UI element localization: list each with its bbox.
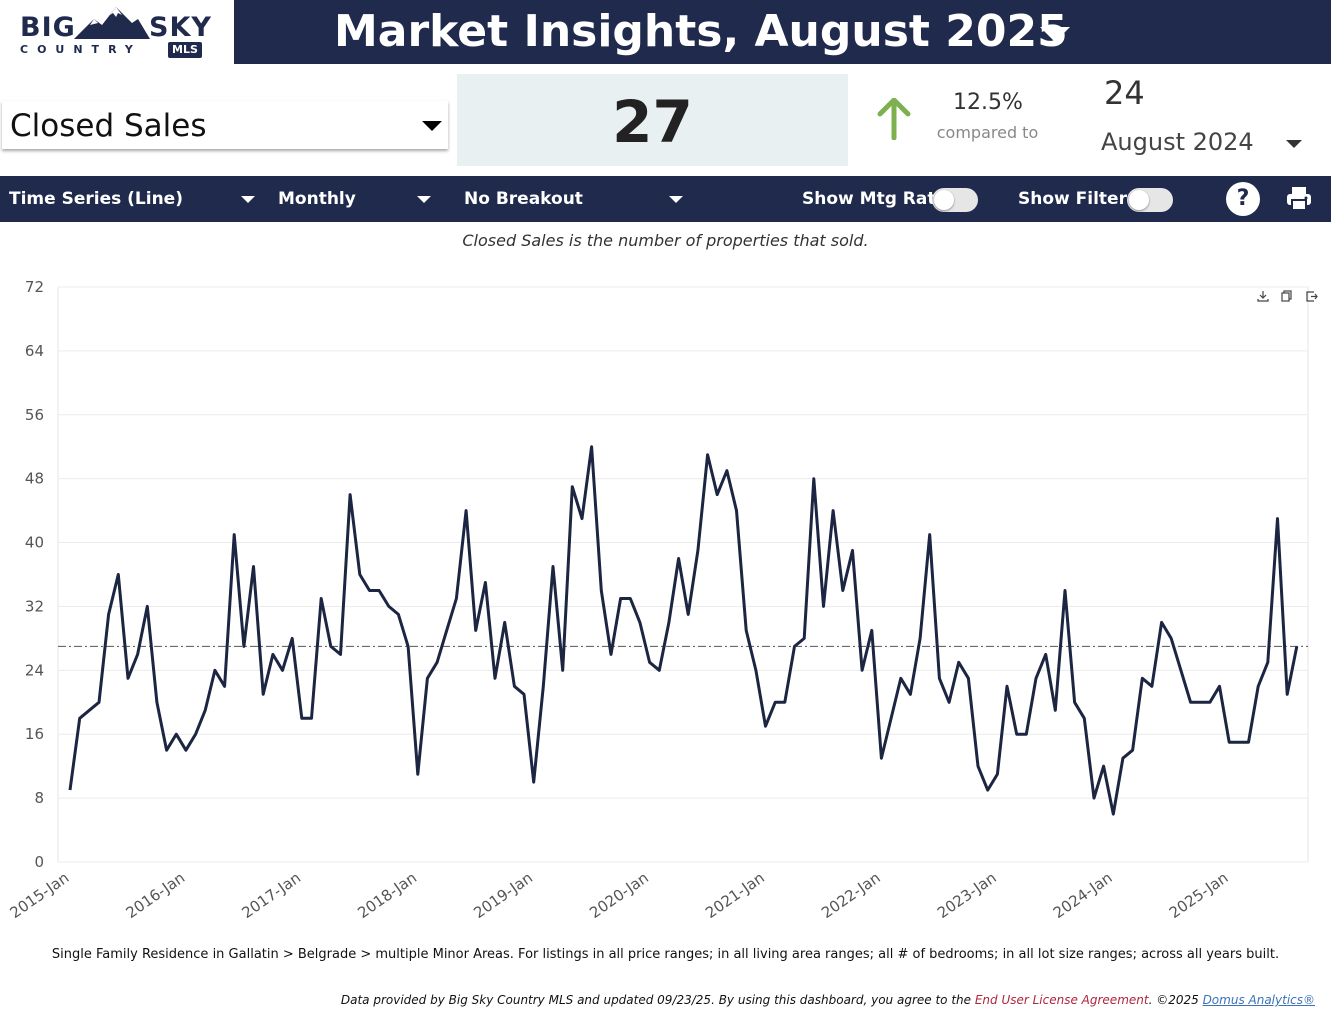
logo-word-sky: SKY: [149, 12, 212, 43]
x-tick-label: 2024-Jan: [1050, 869, 1116, 922]
domus-analytics-link[interactable]: Domus Analytics®: [1202, 993, 1315, 1007]
footer-text-2: . ©2025: [1148, 993, 1203, 1007]
mtg-rate-toggle[interactable]: [932, 188, 978, 212]
chart-type-select[interactable]: Time Series (Line): [9, 176, 261, 222]
compared-to-label: compared to: [936, 123, 1039, 142]
copy-icon[interactable]: [1281, 290, 1293, 302]
interval-label: Monthly: [278, 189, 356, 209]
download-icon[interactable]: [1257, 290, 1269, 302]
logo-word-big: BIG: [20, 12, 76, 43]
compare-value: 24: [1104, 74, 1145, 112]
chevron-down-icon: [241, 196, 255, 203]
y-tick-label: 40: [25, 534, 44, 552]
chevron-down-icon: [422, 121, 442, 131]
title-dropdown-caret-icon[interactable]: [1040, 27, 1070, 42]
metric-select[interactable]: Closed Sales: [2, 101, 448, 149]
x-tick-label: 2022-Jan: [818, 869, 884, 922]
compare-period-caret-icon[interactable]: [1286, 140, 1302, 148]
closed-sales-line-chart: 0 8 16 24 32 40 48 56 64 72 2015-Jan 2016-Jan 2017-J…: [7, 278, 1309, 922]
breakout-label: No Breakout: [464, 189, 583, 209]
metric-select-value: Closed Sales: [10, 108, 207, 144]
chart-toolbar: Time Series (Line) Monthly No Breakout S…: [0, 176, 1331, 222]
x-tick-label: 2019-Jan: [470, 869, 536, 922]
x-tick-label: 2025-Jan: [1166, 869, 1232, 922]
y-tick-label: 72: [25, 278, 44, 296]
chart-type-label: Time Series (Line): [9, 189, 183, 209]
logo-word-country: COUNTRY: [20, 43, 142, 56]
breakout-select[interactable]: No Breakout: [464, 176, 684, 222]
x-tick-label: 2016-Jan: [123, 869, 189, 922]
mountain-logo-icon: [74, 7, 150, 39]
compare-period-select[interactable]: August 2024: [1101, 128, 1254, 156]
arrow-up-icon: [877, 98, 911, 140]
interval-select[interactable]: Monthly: [278, 176, 438, 222]
brand-logo[interactable]: BIG SKY COUNTRY MLS: [0, 0, 234, 64]
kpi-value: 27: [612, 88, 693, 156]
footer: Data provided by Big Sky Country MLS and…: [341, 993, 1315, 1007]
chart-tools: [1257, 289, 1326, 307]
y-tick-label: 8: [34, 789, 44, 807]
help-icon[interactable]: ?: [1226, 182, 1260, 216]
filters-toggle[interactable]: [1127, 188, 1173, 212]
chevron-down-icon: [417, 196, 431, 203]
x-tick-label: 2018-Jan: [354, 869, 420, 922]
y-tick-label: 64: [25, 342, 44, 360]
title-bar: Market Insights, August 2025: [234, 0, 1331, 64]
y-tick-label: 56: [25, 406, 44, 424]
x-tick-label: 2021-Jan: [702, 869, 768, 922]
print-icon[interactable]: [1285, 185, 1313, 213]
kpi-card: 27: [457, 74, 848, 166]
filters-label: Show Filters:: [1018, 189, 1144, 209]
y-tick-label: 32: [25, 597, 44, 615]
page-title: Market Insights, August 2025: [334, 6, 1068, 57]
toggle-knob: [934, 190, 954, 210]
footer-text: Data provided by Big Sky Country MLS and…: [340, 993, 975, 1007]
x-tick-label: 2023-Jan: [934, 869, 1000, 922]
export-icon[interactable]: [1306, 290, 1318, 302]
logo-mls-badge: MLS: [168, 42, 202, 58]
filters-note: Single Family Residence in Gallatin > Be…: [51, 947, 1280, 962]
series-line: [68, 445, 1299, 816]
x-tick-label: 2020-Jan: [586, 869, 652, 922]
metric-description: Closed Sales is the number of properties…: [462, 231, 869, 250]
y-tick-label: 48: [25, 470, 44, 488]
eula-link[interactable]: End User License Agreement: [974, 993, 1149, 1007]
toggle-knob: [1129, 190, 1149, 210]
chevron-down-icon: [669, 196, 683, 203]
mtg-rate-label: Show Mtg Rate:: [802, 189, 954, 209]
x-tick-label: 2017-Jan: [238, 869, 304, 922]
change-percent: 12.5%: [953, 90, 1023, 115]
x-tick-label: 2015-Jan: [7, 869, 73, 922]
plot-area: [57, 286, 1309, 863]
y-tick-label: 24: [25, 661, 44, 679]
y-tick-label: 0: [34, 853, 44, 871]
y-tick-label: 16: [25, 725, 44, 743]
